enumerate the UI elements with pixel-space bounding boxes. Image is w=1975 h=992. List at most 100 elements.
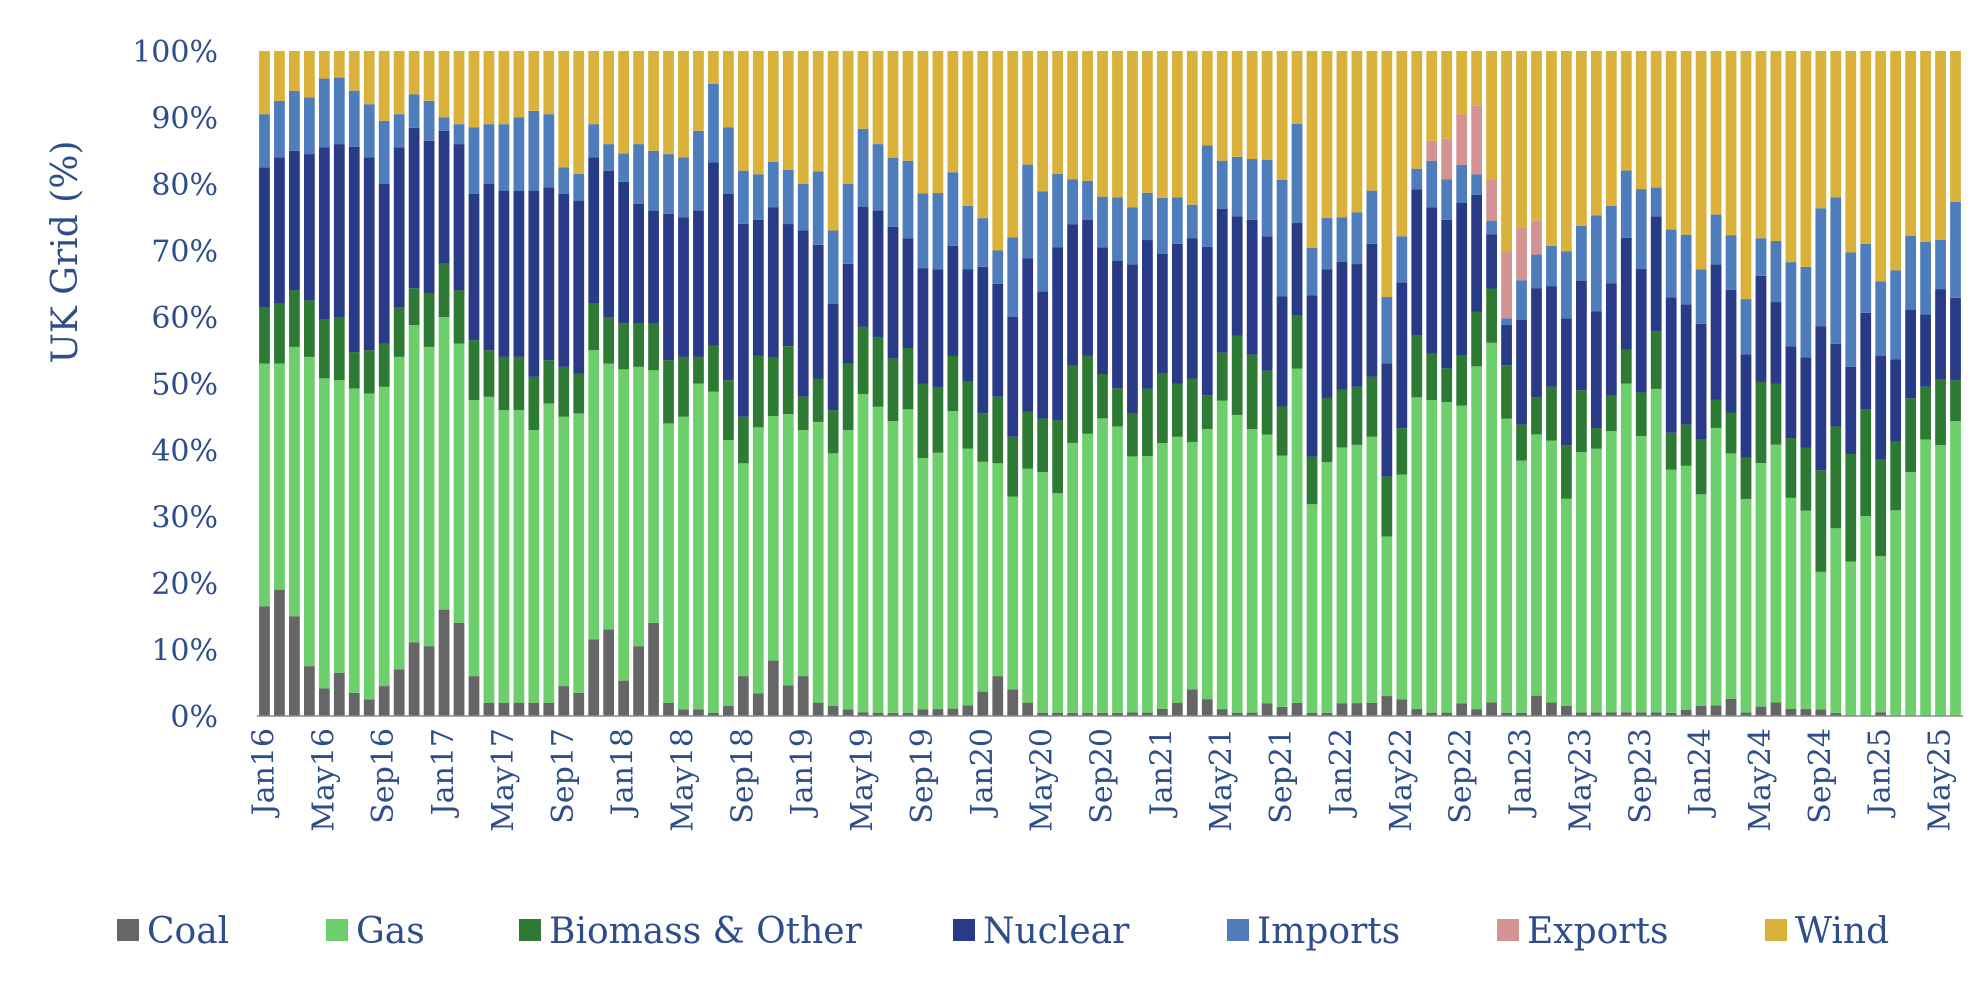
bar-segment-biomass-other-jun21 (1231, 335, 1243, 415)
bar-segment-imports-jan18 (618, 153, 630, 182)
bar-segment-nuclear-nov20 (1127, 264, 1138, 414)
bar-segment-imports-may23 (1576, 225, 1587, 281)
bar-segment-coal-apr20 (1022, 702, 1034, 716)
bar-segment-biomass-other-dec23 (1680, 424, 1692, 466)
bar-segment-nuclear-mar25 (1905, 309, 1917, 399)
bar-segment-nuclear-feb18 (633, 203, 644, 324)
bar-segment-gas-mar20 (1007, 496, 1019, 690)
bar-segment-gas-oct17 (573, 413, 585, 693)
bar-segment-gas-jan19 (797, 430, 809, 677)
bar-segment-coal-jun24 (1770, 702, 1782, 716)
bar-segment-nuclear-sep18 (737, 223, 749, 417)
x-tick-label: Jan20 (965, 728, 1000, 818)
legend-label-biomass-other: Biomass & Other (549, 911, 863, 952)
bar-segment-biomass-other-jun16 (333, 317, 345, 381)
bar-segment-imports-dec21 (1321, 218, 1333, 270)
bar-segment-gas-sep23 (1635, 436, 1647, 713)
bar-segment-wind-dec20 (1142, 51, 1153, 193)
bar-segment-exports-feb23 (1531, 220, 1542, 255)
bar-segment-coal-aug24 (1800, 709, 1812, 716)
bar-segment-nuclear-sep22 (1456, 203, 1468, 355)
bar-segment-biomass-other-oct19 (932, 386, 944, 453)
bar-segment-coal-jun19 (872, 712, 884, 716)
bar-segment-imports-jan25 (1875, 281, 1887, 356)
bar-segment-coal-jan20 (977, 691, 989, 716)
bar-segment-nuclear-mar19 (827, 303, 839, 411)
bar-segment-wind-jun23 (1590, 51, 1602, 216)
bar-segment-coal-jul19 (887, 712, 899, 716)
legend-swatch-exports (1497, 919, 1519, 941)
bar-segment-imports-oct18 (752, 174, 764, 220)
bar-segment-coal-jul21 (1246, 712, 1258, 716)
bar-segment-coal-apr18 (663, 702, 674, 716)
bar-segment-gas-jan22 (1336, 447, 1348, 704)
bar-segment-wind-nov16 (408, 51, 420, 95)
bar-segment-imports-apr20 (1022, 164, 1034, 259)
bar-segment-nuclear-aug18 (723, 193, 734, 381)
bar-segment-wind-feb21 (1171, 51, 1183, 198)
bar-segment-nuclear-mar23 (1546, 286, 1557, 387)
bar-segment-imports-jun20 (1052, 174, 1064, 248)
bar-segment-imports-oct17 (573, 174, 585, 201)
bar-segment-imports-oct16 (393, 114, 405, 148)
bar-segment-biomass-other-mar24 (1725, 412, 1737, 454)
bar-segment-imports-apr16 (303, 97, 315, 155)
y-tick-label: 20% (151, 567, 218, 602)
bar-segment-gas-jan23 (1516, 460, 1527, 713)
bar-segment-nuclear-jul24 (1785, 346, 1797, 439)
bar-segment-imports-oct23 (1650, 187, 1662, 217)
bar-segment-biomass-other-jun24 (1770, 383, 1782, 445)
bar-segment-biomass-other-oct21 (1291, 315, 1303, 369)
bar-segment-coal-jan25 (1875, 712, 1887, 716)
bar-segment-imports-mar18 (648, 150, 659, 211)
bar-segment-wind-dec16 (423, 51, 435, 101)
bar-segment-nuclear-jun22 (1411, 189, 1423, 336)
bar-segment-nuclear-mar17 (468, 193, 480, 341)
bar-segment-imports-aug24 (1800, 266, 1812, 358)
bar-segment-coal-jun18 (693, 709, 704, 716)
bar-segment-biomass-other-nov17 (588, 303, 600, 351)
bar-segment-biomass-other-jan22 (1336, 389, 1348, 448)
bar-segment-gas-apr16 (303, 356, 315, 667)
bar-segment-coal-sep18 (737, 676, 749, 716)
bar-segment-wind-may17 (498, 51, 510, 125)
bar-segment-wind-jun17 (513, 51, 525, 118)
x-tick-label: May19 (845, 728, 880, 832)
bar-segment-wind-aug23 (1620, 51, 1632, 171)
x-tick-label: Jan16 (247, 728, 282, 818)
bar-segment-coal-jan24 (1695, 705, 1707, 716)
bar-segment-coal-oct17 (573, 692, 585, 716)
bar-segment-wind-dec23 (1680, 51, 1692, 235)
bar-segment-nuclear-apr21 (1201, 246, 1213, 396)
bar-segment-wind-nov17 (588, 51, 600, 125)
bar-segment-wind-jan20 (977, 51, 989, 219)
bar-segment-imports-jan21 (1156, 198, 1168, 254)
bar-segment-biomass-other-dec20 (1142, 388, 1153, 457)
bar-segment-imports-feb19 (812, 171, 824, 245)
bar-segment-nuclear-oct21 (1291, 223, 1303, 316)
bar-segment-nuclear-dec24 (1860, 312, 1872, 410)
bar-segment-imports-dec17 (603, 144, 615, 171)
bar-segment-wind-oct23 (1650, 51, 1662, 188)
bar-segment-imports-aug17 (543, 114, 555, 188)
bar-segment-coal-mar24 (1725, 698, 1737, 716)
bar-segment-biomass-other-aug23 (1620, 349, 1632, 384)
bar-segment-gas-feb22 (1351, 444, 1363, 704)
bar-segment-biomass-other-jul24 (1785, 438, 1797, 498)
bar-segment-coal-oct20 (1112, 712, 1123, 716)
bar-segment-coal-sep21 (1276, 706, 1288, 716)
bar-segment-gas-sep20 (1097, 418, 1108, 713)
bar-segment-coal-jun22 (1411, 709, 1423, 716)
bar-segment-wind-apr18 (663, 51, 674, 155)
bar-segment-gas-mar23 (1546, 440, 1557, 703)
bar-segment-gas-oct23 (1650, 388, 1662, 713)
bar-segment-biomass-other-dec18 (782, 346, 794, 415)
bar-segment-wind-may21 (1216, 51, 1228, 161)
x-tick-label: May21 (1204, 728, 1239, 832)
bar-segment-gas-apr25 (1920, 439, 1931, 716)
bar-segment-nuclear-aug24 (1800, 357, 1812, 448)
bar-segment-gas-jun25 (1950, 421, 1961, 716)
bar-segment-imports-may21 (1216, 160, 1228, 209)
bar-segment-nuclear-may24 (1755, 275, 1767, 382)
bar-segment-gas-may17 (498, 410, 510, 703)
